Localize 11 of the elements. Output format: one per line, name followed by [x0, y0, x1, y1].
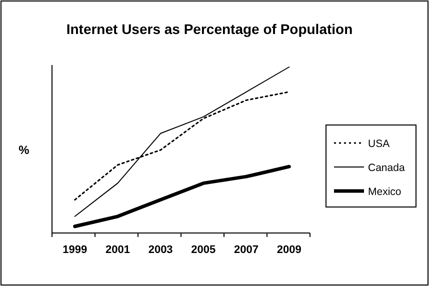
legend-label: Canada [368, 162, 405, 174]
x-tick-label: 2005 [191, 244, 216, 256]
x-tick-label: 2009 [276, 244, 302, 256]
x-tick-label: 2007 [234, 244, 259, 256]
x-tick-label: 1999 [62, 244, 88, 256]
x-tick-label: 2001 [105, 244, 130, 256]
x-tick-label: 2003 [148, 244, 173, 256]
chart-title: Internet Users as Percentage of Population [66, 21, 353, 37]
y-axis-title: % [18, 143, 30, 157]
legend-label: Mexico [368, 186, 402, 198]
legend-label: USA [368, 138, 390, 150]
